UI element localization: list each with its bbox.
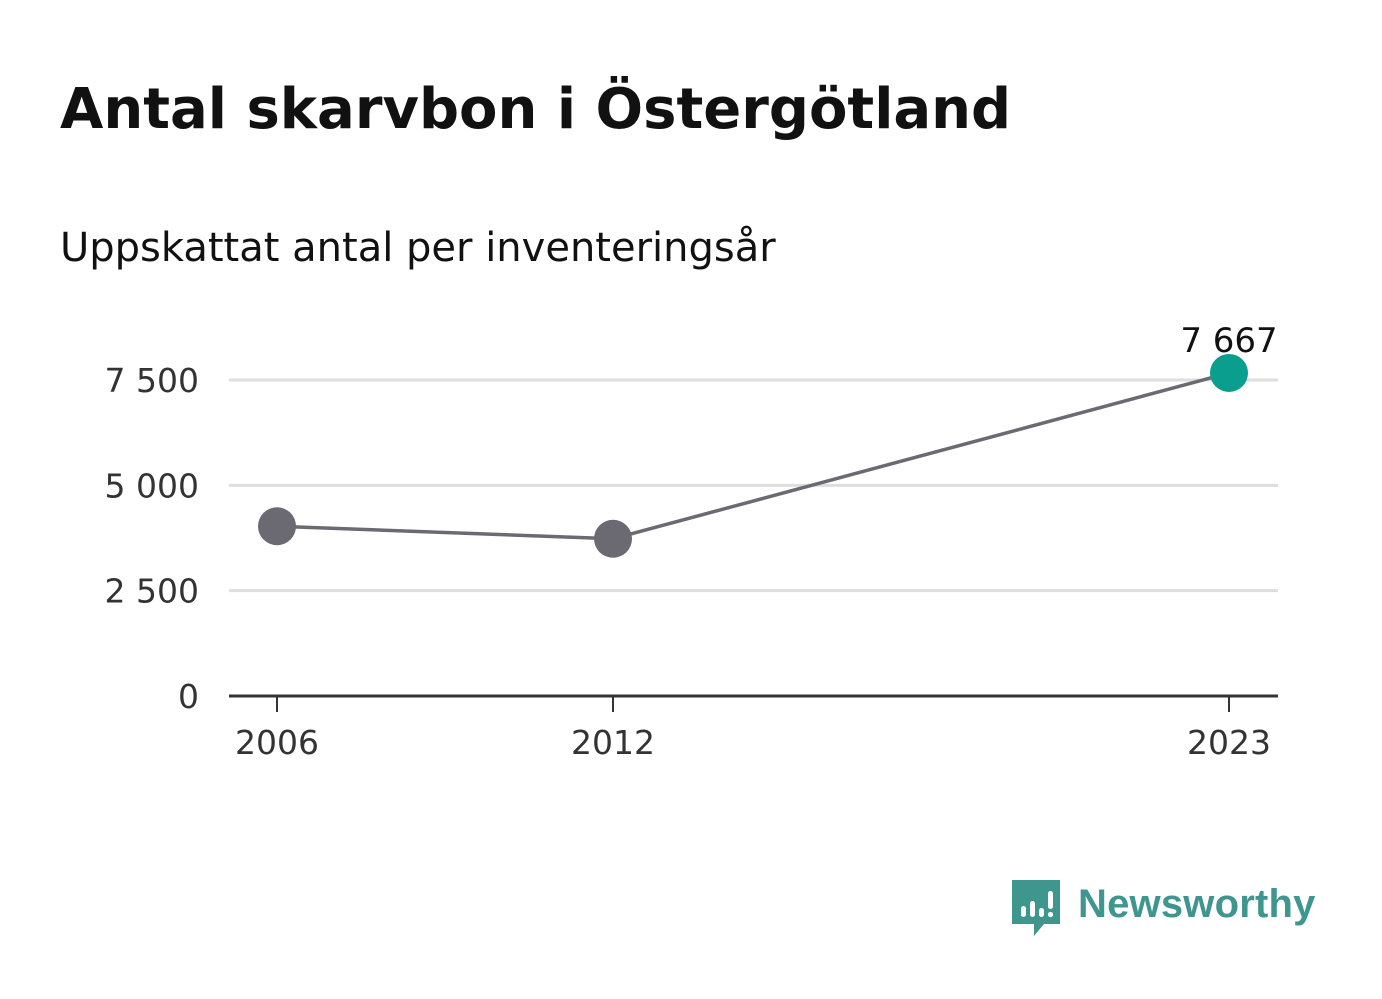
newsworthy-logo: Newsworthy [1010,878,1316,940]
data-point [594,519,632,558]
series-0 [276,371,1230,541]
chart-subtitle: Uppskattat antal per inventeringsår [60,225,776,271]
y-tick-label: 0 [178,677,199,716]
logo-bar-3 [1039,908,1044,917]
logo-bar-1 [1021,906,1026,917]
highlight-point [1210,353,1248,392]
y-tick-label: 7 500 [105,361,199,400]
data-points [258,353,1248,558]
x-tick-label: 2006 [235,723,319,762]
y-tick-label: 2 500 [105,572,199,611]
y-axis-ticks: 0 2 500 5 000 7 500 [105,361,199,716]
logo-bar-4 [1048,891,1053,909]
chart-title: Antal skarvbon i Östergötland [60,77,1012,142]
newsworthy-logo-icon [1012,880,1060,936]
data-labels: 7 667 [1180,321,1277,361]
brand-name: Newsworthy [1078,881,1316,926]
logo-bar-2 [1030,901,1035,917]
x-axis: 2006 2012 2023 [229,694,1278,762]
x-tick-label: 2012 [571,723,655,762]
gridlines [229,378,1278,593]
x-tick-label: 2023 [1187,723,1271,762]
y-tick-label: 5 000 [105,466,199,505]
logo-dot [1047,911,1054,918]
logo-badge-shape [1012,880,1060,936]
series-line [276,371,1230,541]
highlight-value-label: 7 667 [1180,321,1277,361]
data-point [258,507,296,546]
